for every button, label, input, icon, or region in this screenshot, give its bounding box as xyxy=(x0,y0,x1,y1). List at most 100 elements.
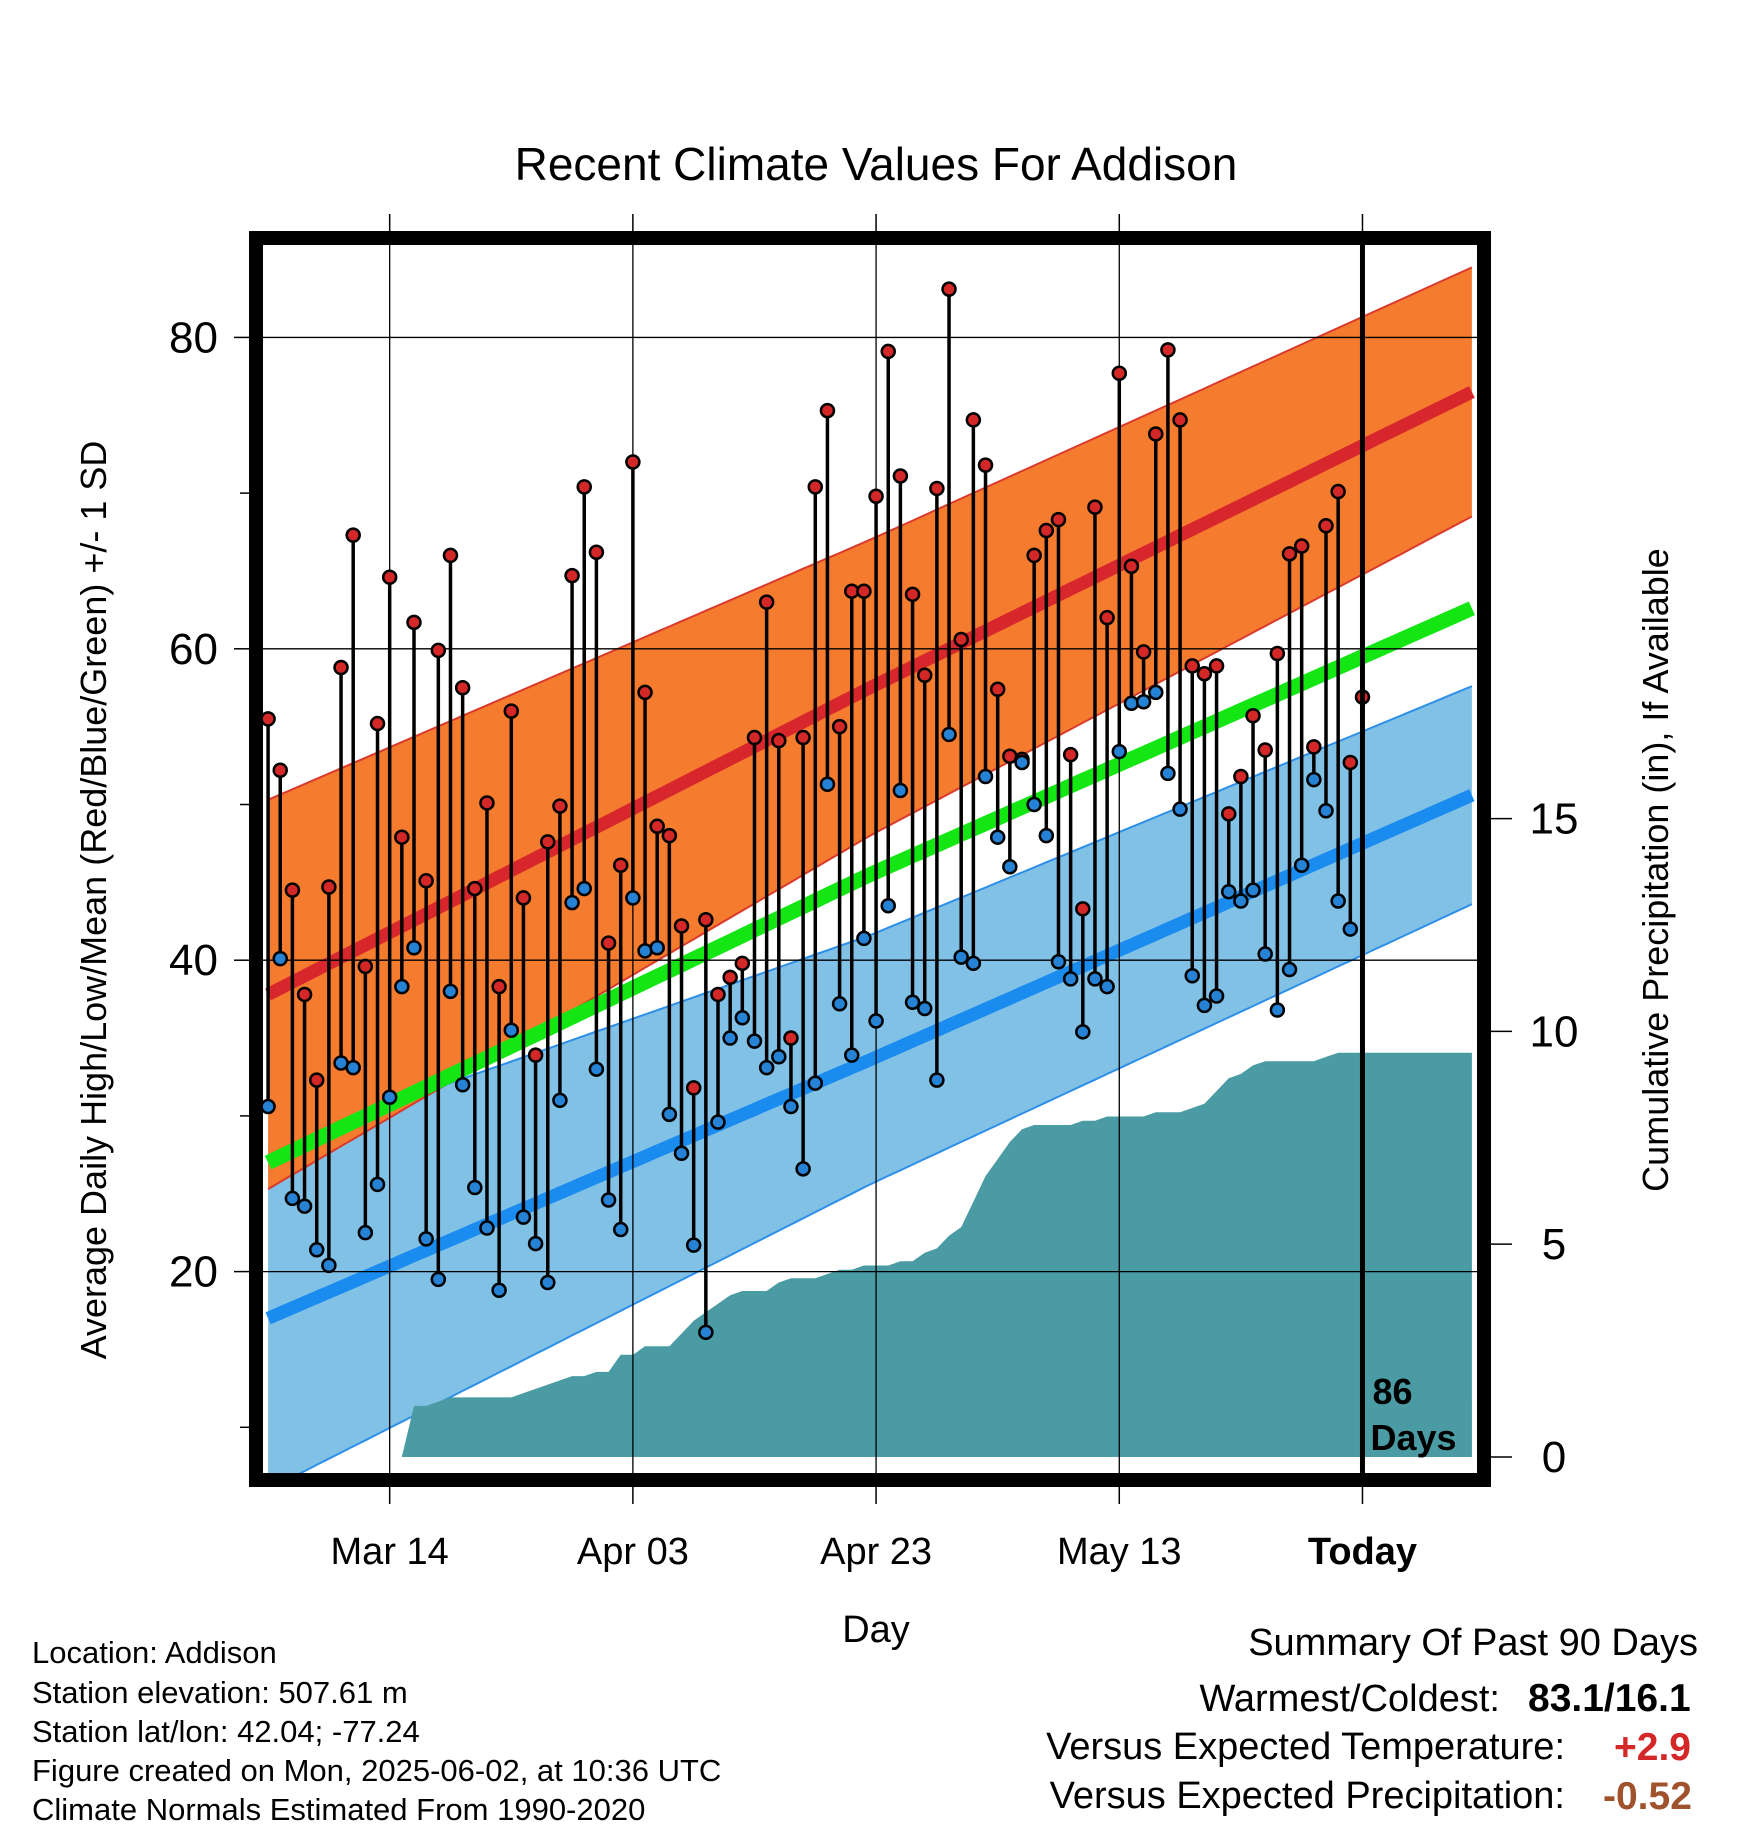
daily-high-point xyxy=(272,762,288,779)
info-location: Location: Addison xyxy=(32,1635,277,1670)
daily-low-point xyxy=(649,939,665,956)
daily-low-point xyxy=(698,1324,714,1341)
daily-high-point xyxy=(1123,558,1140,575)
daily-high-point xyxy=(1184,658,1200,674)
precip-area xyxy=(268,1052,1472,1457)
daily-high-point xyxy=(929,480,945,497)
daily-low-point xyxy=(795,1161,811,1177)
daily-high-point xyxy=(308,1072,325,1088)
daily-high-point xyxy=(916,667,933,684)
daily-high-point xyxy=(1087,499,1103,515)
daily-low-point xyxy=(1002,859,1018,875)
daily-low-point xyxy=(661,1106,678,1123)
x-tick-label: Mar 14 xyxy=(331,1531,449,1573)
daily-low-point xyxy=(625,890,641,906)
daily-high-point xyxy=(1342,754,1359,771)
summary-temp-value: +2.9 xyxy=(1614,1726,1691,1769)
daily-low-point xyxy=(430,1271,447,1288)
daily-low-point xyxy=(1306,771,1322,788)
summary-precip-label: Versus Expected Precipitation: xyxy=(1049,1775,1565,1817)
daily-low-point xyxy=(783,1098,799,1115)
summary-warmest-value: 83.1/16.1 xyxy=(1528,1677,1691,1720)
daily-high-point xyxy=(430,642,447,659)
daily-low-point xyxy=(442,983,459,1000)
daily-low-point xyxy=(771,1048,787,1065)
daily-high-point xyxy=(698,911,714,928)
daily-high-point xyxy=(540,834,556,850)
daily-low-point xyxy=(1026,796,1042,813)
info-latlon: Station lat/lon: 42.04; -77.24 xyxy=(32,1714,420,1749)
daily-low-point xyxy=(1342,921,1359,937)
daily-low-point xyxy=(308,1242,325,1258)
normal-low-band xyxy=(268,686,1472,1474)
daily-high-point xyxy=(1160,342,1176,358)
y2-axis-label-group: Cumulative Precipitation (in), If Availa… xyxy=(1635,548,1676,1192)
daily-high-point xyxy=(892,468,909,484)
daily-low-point xyxy=(1148,684,1164,701)
daily-high-point xyxy=(394,829,410,845)
y-axis-label: Average Daily High/Low/Mean (Red/Blue/Gr… xyxy=(73,441,114,1360)
daily-high-point xyxy=(746,729,763,746)
daily-low-point xyxy=(1220,883,1237,900)
daily-low-point xyxy=(868,1013,884,1029)
daily-high-point xyxy=(685,1080,702,1096)
daily-high-point xyxy=(1245,708,1261,724)
daily-low-point xyxy=(1208,988,1225,1004)
daily-high-point xyxy=(625,454,641,470)
daily-low-point xyxy=(807,1075,824,1091)
plot-frame xyxy=(249,231,1491,1487)
y2-tick-label: 15 xyxy=(1530,795,1579,844)
normal-high-band-upper xyxy=(267,266,1473,801)
daily-low-point xyxy=(345,1059,361,1076)
daily-low-point xyxy=(576,880,592,897)
daily-high-point xyxy=(321,879,337,895)
daily-low-point xyxy=(552,1092,568,1109)
daily-low-point xyxy=(491,1282,507,1299)
daily-low-point xyxy=(394,978,410,995)
summary-title: Summary Of Past 90 Days xyxy=(1248,1622,1698,1664)
daily-low-point xyxy=(1123,695,1140,712)
daily-low-point xyxy=(1160,765,1176,782)
daily-high-point xyxy=(564,567,580,584)
normal-low-line xyxy=(265,789,1475,1325)
daily-low-point xyxy=(454,1077,471,1093)
daily-high-point xyxy=(1281,546,1298,562)
daily-high-point xyxy=(1135,644,1152,660)
today-days-count: 86 xyxy=(1372,1371,1412,1412)
daily-high-point xyxy=(369,715,386,732)
daily-low-point xyxy=(1257,946,1273,962)
daily-high-point xyxy=(1062,746,1079,763)
daily-high-point xyxy=(406,614,422,631)
daily-high-point xyxy=(1038,522,1055,539)
daily-low-point xyxy=(892,782,909,799)
daily-high-point xyxy=(467,880,483,897)
daily-low-point xyxy=(600,1192,617,1208)
normal-mean-line xyxy=(264,601,1475,1170)
daily-low-point xyxy=(1281,961,1298,978)
daily-high-point xyxy=(880,343,896,360)
summary-precip-value: -0.52 xyxy=(1603,1775,1692,1818)
daily-low-point xyxy=(479,1220,495,1236)
daily-high-point xyxy=(1257,742,1273,758)
y-tick-label: 60 xyxy=(169,625,218,674)
daily-high-point xyxy=(941,281,957,297)
daily-high-point xyxy=(1075,901,1091,917)
daily-low-point xyxy=(710,1114,726,1130)
daily-low-point xyxy=(1269,1002,1286,1018)
daily-low-point xyxy=(1330,893,1346,909)
info-created: Figure created on Mon, 2025-06-02, at 10… xyxy=(32,1753,722,1788)
daily-high-point xyxy=(454,679,471,696)
y2-tick-label: 5 xyxy=(1542,1220,1566,1269)
daily-high-point xyxy=(588,544,605,561)
daily-low-point xyxy=(588,1061,605,1077)
daily-low-point xyxy=(1135,693,1152,710)
plot-content xyxy=(262,244,1478,1474)
daily-high-point xyxy=(904,586,921,603)
daily-low-point xyxy=(540,1274,556,1291)
daily-high-point xyxy=(1318,518,1334,534)
daily-high-point xyxy=(795,729,811,746)
daily-high-point xyxy=(479,795,495,811)
daily-high-point xyxy=(1026,547,1042,564)
daily-high-point xyxy=(381,569,398,585)
